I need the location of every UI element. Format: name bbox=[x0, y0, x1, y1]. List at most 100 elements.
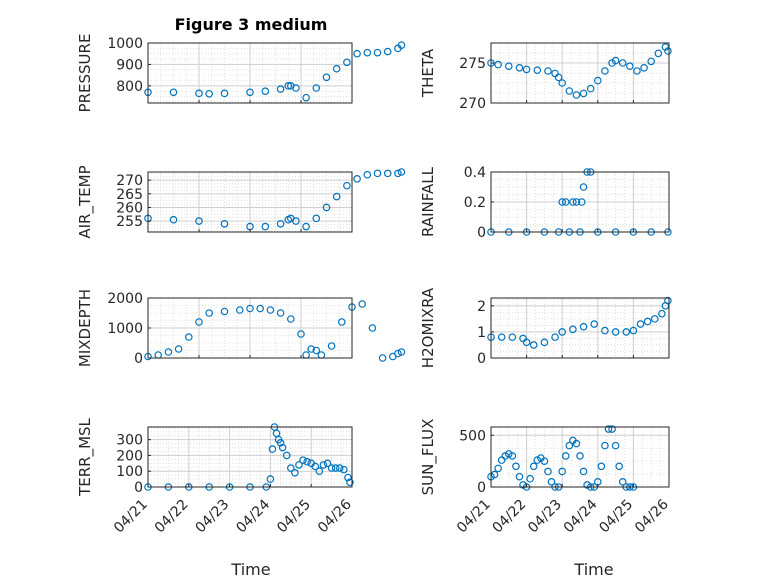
data-point bbox=[508, 452, 517, 460]
data-point bbox=[540, 457, 549, 465]
data-point bbox=[565, 441, 574, 450]
data-point bbox=[577, 198, 586, 206]
data-point bbox=[358, 300, 367, 308]
data-point bbox=[601, 67, 609, 75]
data-point bbox=[322, 73, 331, 82]
data-point bbox=[340, 465, 348, 474]
data-point bbox=[307, 345, 316, 353]
data-point bbox=[205, 89, 214, 98]
data-point bbox=[558, 198, 567, 206]
data-point bbox=[636, 320, 645, 328]
data-point bbox=[572, 91, 581, 99]
data-point bbox=[373, 169, 382, 178]
data-point bbox=[378, 354, 387, 362]
data-point bbox=[195, 217, 203, 225]
data-point bbox=[346, 478, 354, 487]
data-point bbox=[312, 84, 321, 92]
data-point bbox=[572, 439, 581, 448]
data-point bbox=[322, 203, 331, 212]
data-point bbox=[650, 315, 659, 323]
y-tick-label: 260 bbox=[116, 200, 143, 216]
data-point bbox=[295, 461, 303, 469]
y-tick-label: 300 bbox=[116, 433, 143, 449]
data-point bbox=[664, 296, 672, 305]
x-axis-label-right: Time bbox=[573, 560, 613, 579]
y-tick-label: 0.4 bbox=[464, 165, 486, 181]
data-point bbox=[558, 467, 567, 476]
data-point bbox=[561, 452, 570, 460]
data-point bbox=[331, 464, 340, 472]
data-point bbox=[529, 341, 538, 349]
data-point bbox=[529, 462, 538, 471]
data-point bbox=[572, 198, 581, 206]
data-point bbox=[276, 220, 285, 228]
axes-box bbox=[490, 297, 670, 359]
data-point bbox=[276, 438, 285, 447]
data-point bbox=[558, 79, 567, 87]
data-point bbox=[195, 318, 203, 326]
data-point bbox=[597, 462, 606, 471]
data-point bbox=[512, 462, 520, 471]
data-point bbox=[611, 56, 620, 65]
y-tick-label: 265 bbox=[116, 187, 143, 203]
data-point bbox=[315, 467, 324, 476]
data-point bbox=[643, 317, 652, 326]
y-tick-label: 800 bbox=[116, 79, 143, 95]
data-point bbox=[593, 76, 602, 85]
data-point bbox=[579, 183, 588, 191]
y-tick-label: 2 bbox=[477, 299, 486, 315]
data-point bbox=[394, 169, 402, 178]
data-point bbox=[654, 49, 663, 58]
data-point bbox=[164, 348, 173, 356]
data-point bbox=[220, 89, 229, 98]
data-point bbox=[590, 320, 599, 328]
data-point bbox=[332, 192, 341, 201]
data-point bbox=[266, 475, 275, 483]
data-point bbox=[174, 345, 183, 353]
y-axis-label: TERR_MSL bbox=[76, 417, 95, 496]
data-point bbox=[397, 41, 406, 49]
data-point bbox=[282, 451, 291, 460]
data-point bbox=[504, 62, 513, 70]
y-tick-label: 275 bbox=[459, 56, 486, 72]
figure-title: Figure 3 medium bbox=[175, 15, 328, 34]
data-point bbox=[303, 457, 311, 466]
data-point bbox=[601, 326, 609, 335]
data-point bbox=[261, 87, 270, 96]
data-point bbox=[276, 309, 285, 317]
data-point bbox=[353, 175, 361, 183]
data-point bbox=[508, 333, 517, 341]
data-point bbox=[353, 49, 361, 58]
data-point bbox=[286, 464, 295, 472]
data-point bbox=[311, 462, 320, 471]
data-point bbox=[640, 64, 648, 72]
data-point bbox=[522, 65, 531, 74]
data-point bbox=[526, 474, 534, 483]
data-point bbox=[278, 443, 287, 452]
data-point bbox=[394, 349, 402, 358]
data-point bbox=[292, 217, 300, 225]
axes-box bbox=[490, 42, 670, 104]
data-point bbox=[558, 328, 567, 336]
data-point bbox=[335, 464, 344, 472]
data-point bbox=[576, 452, 584, 460]
y-tick-label: 0 bbox=[477, 480, 486, 496]
data-point bbox=[626, 62, 634, 70]
data-point bbox=[579, 322, 588, 331]
data-point bbox=[658, 309, 666, 318]
data-point bbox=[323, 459, 332, 468]
data-point bbox=[551, 333, 559, 341]
subplot-4: 0 0.2 0.4 RAINFALL bbox=[419, 165, 672, 241]
data-point bbox=[544, 67, 552, 75]
data-point bbox=[261, 222, 270, 231]
y-tick-label: 270 bbox=[116, 173, 143, 189]
data-point bbox=[246, 304, 254, 313]
data-point bbox=[397, 348, 406, 356]
data-point bbox=[611, 328, 620, 336]
data-point bbox=[302, 222, 310, 231]
data-point bbox=[205, 309, 214, 317]
data-point bbox=[608, 425, 616, 433]
y-tick-label: 100 bbox=[116, 464, 143, 480]
y-tick-label: 270 bbox=[459, 96, 486, 112]
